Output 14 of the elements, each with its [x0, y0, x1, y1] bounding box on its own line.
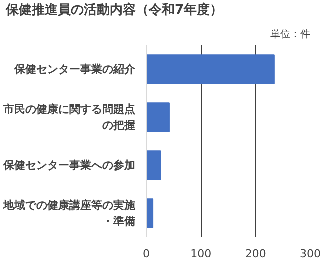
y-tick-label: 地域での健康講座等の実施・準備	[2, 199, 136, 228]
x-tick-label: 0	[143, 248, 150, 260]
y-tick-label: 保健センター事業への参加	[2, 159, 136, 172]
bar	[146, 198, 154, 228]
x-tick-label: 200	[245, 248, 266, 260]
bar	[146, 150, 162, 180]
bar	[146, 54, 275, 84]
y-tick-label: 市民の健康に関する問題点の把握	[2, 103, 136, 132]
x-tick-label: 100	[190, 248, 212, 260]
bar	[146, 102, 170, 132]
y-tick-label: 保健センター事業の紹介	[14, 63, 136, 76]
text: 単位：件	[270, 28, 310, 40]
x-tick-label: 300	[300, 248, 321, 260]
chart-title: 保健推進員の活動内容（令和7年度）	[6, 2, 224, 20]
